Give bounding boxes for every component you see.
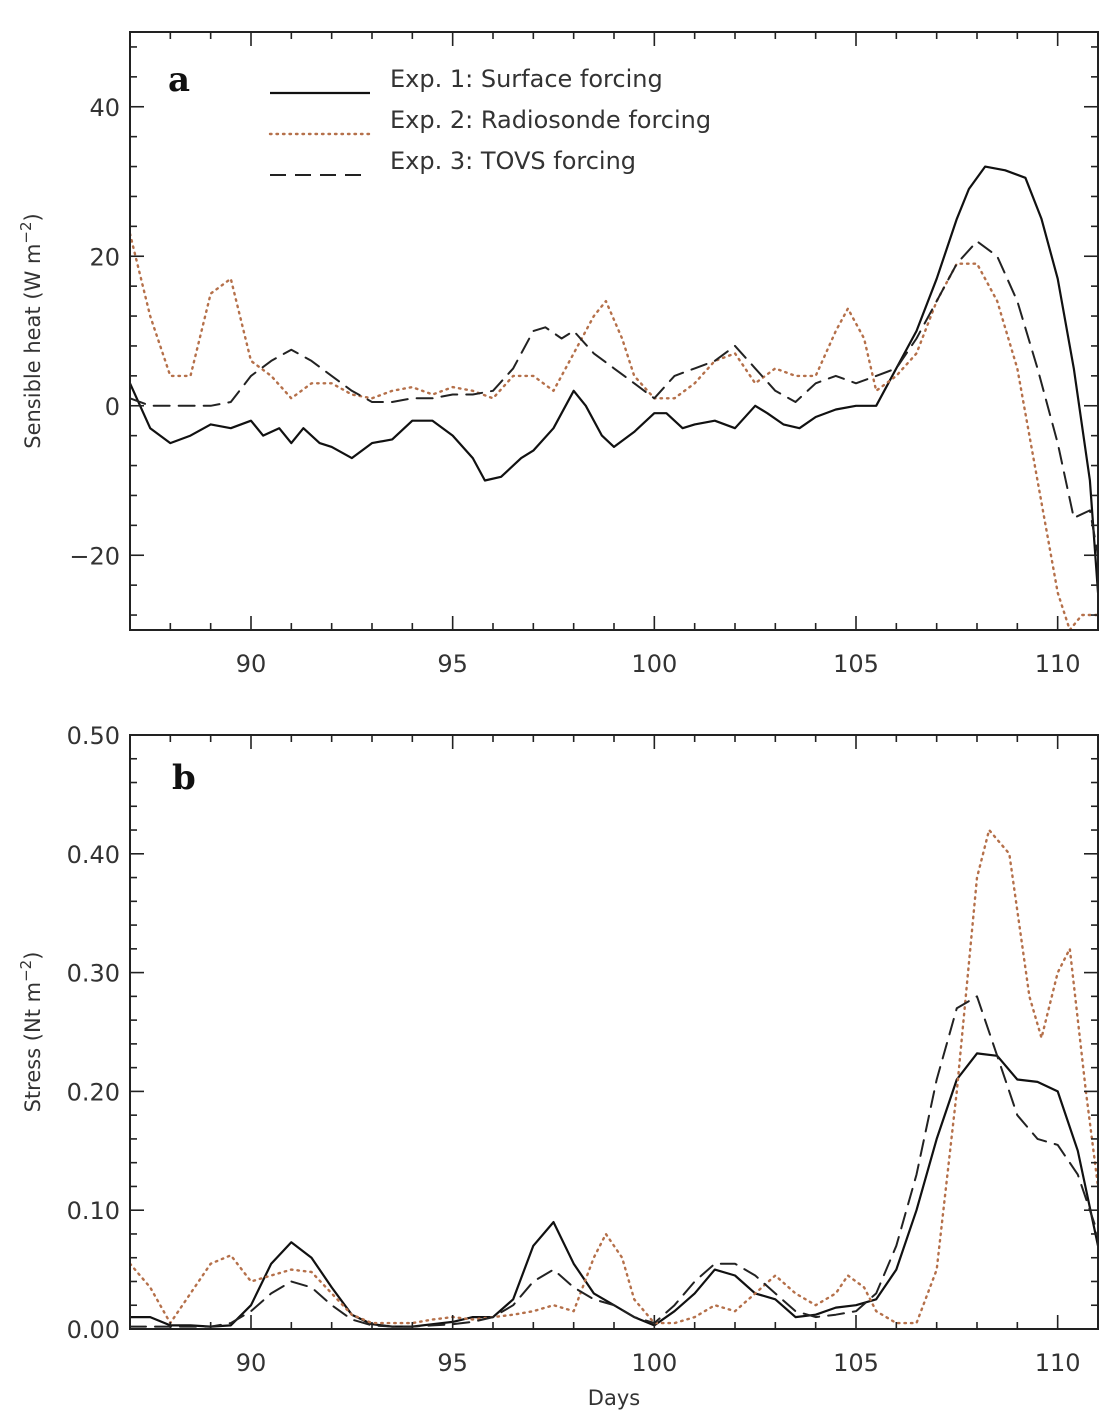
y-axis-label-b: Stress (Nt m−2) — [17, 952, 45, 1113]
x-tick-label-a-105: 105 — [833, 650, 879, 678]
series-line-a-exp2 — [130, 232, 1098, 630]
plot-frame-b — [129, 734, 1099, 1330]
y-tick-label-b-2: 0.20 — [67, 1078, 120, 1106]
series-line-a-exp1 — [130, 165, 1098, 594]
x-tick-label-a-95: 95 — [437, 650, 468, 678]
panel-a: 90 95 100 105 110 −20 0 20 40 a Sensible heat (W… — [17, 31, 1099, 678]
y-axis-label-b-tail: ) — [21, 952, 45, 960]
y-axis-label-a: Sensible heat (W m−2) — [17, 213, 45, 449]
y-tick-label-b-4: 0.40 — [67, 841, 120, 869]
y-tick-label-a-0: −20 — [69, 542, 120, 570]
y-axis-label-a-sup: −2 — [17, 221, 35, 243]
series-line-b-exp3 — [130, 995, 1098, 1328]
y-tick-label-a-2: 20 — [89, 243, 120, 271]
y-axis-label-b-main: Stress (Nt m — [21, 982, 45, 1112]
legend-item-exp1: Exp. 1: Surface forcing — [270, 65, 663, 95]
legend-item-exp2: Exp. 2: Radiosonde forcing — [268, 106, 711, 136]
panel-label-b: b — [172, 758, 196, 798]
x-axis-label: Days — [588, 1386, 640, 1410]
y-axis-label-a-main: Sensible heat (W m — [21, 244, 45, 449]
ticks-layer-a: 90 95 100 105 110 −20 0 20 40 — [69, 32, 1099, 678]
series-layer-b — [130, 828, 1098, 1328]
ticks-layer-b: 90 95 100 105 110 0.00 0.10 0.20 0.30 0.40 0.50 — [67, 722, 1099, 1377]
y-axis-label-a-tail: ) — [21, 213, 45, 221]
y-tick-label-a-1: 0 — [105, 393, 120, 421]
y-axis-label-b-sup: −2 — [17, 960, 35, 982]
y-tick-label-a-3: 40 — [89, 94, 120, 122]
series-layer-a — [130, 165, 1098, 630]
series-line-b-exp1 — [130, 1052, 1098, 1328]
legend-label-exp3: Exp. 3: TOVS forcing — [390, 147, 636, 175]
series-line-b-exp2 — [130, 828, 1098, 1325]
panel-label-a: a — [168, 60, 190, 100]
x-tick-label-a-100: 100 — [631, 650, 677, 678]
legend-item-exp3: Exp. 3: TOVS forcing — [270, 147, 636, 176]
series-line-a-exp3 — [130, 240, 1098, 557]
x-tick-label-b-110: 110 — [1035, 1349, 1081, 1377]
legend: Exp. 1: Surface forcing Exp. 2: Radioson… — [268, 65, 711, 176]
y-tick-label-b-3: 0.30 — [67, 960, 120, 988]
x-tick-label-b-90: 90 — [236, 1349, 267, 1377]
y-tick-label-b-0: 0.00 — [67, 1316, 120, 1344]
y-tick-label-b-5: 0.50 — [67, 722, 120, 750]
x-tick-label-b-105: 105 — [833, 1349, 879, 1377]
legend-label-exp2: Exp. 2: Radiosonde forcing — [390, 106, 711, 134]
x-tick-label-a-90: 90 — [236, 650, 267, 678]
x-tick-label-b-95: 95 — [437, 1349, 468, 1377]
legend-label-exp1: Exp. 1: Surface forcing — [390, 65, 663, 93]
x-tick-label-a-110: 110 — [1035, 650, 1081, 678]
y-tick-label-b-1: 0.10 — [67, 1197, 120, 1225]
x-tick-label-b-100: 100 — [631, 1349, 677, 1377]
